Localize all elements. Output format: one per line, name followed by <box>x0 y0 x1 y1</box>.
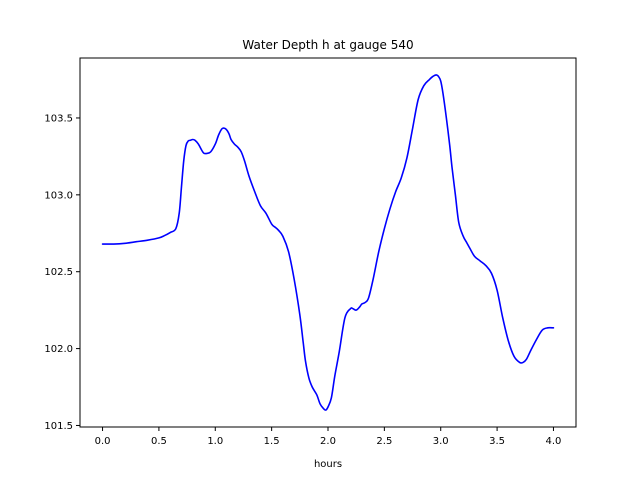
x-tick-label: 4.0 <box>546 436 562 447</box>
y-tick-label: 102.0 <box>44 344 73 355</box>
y-axis: 101.5 102.0 102.5 103.0 103.5 <box>44 113 80 432</box>
x-tick-label: 2.0 <box>320 436 336 447</box>
x-tick-label: 1.0 <box>207 436 223 447</box>
chart-title: Water Depth h at gauge 540 <box>242 38 413 52</box>
x-tick-label: 3.5 <box>489 436 505 447</box>
x-tick-label: 0.5 <box>151 436 167 447</box>
y-tick-label: 102.5 <box>44 267 73 278</box>
y-tick-label: 103.5 <box>44 113 73 124</box>
x-axis-title: hours <box>314 459 342 470</box>
x-tick-label: 0.0 <box>95 436 111 447</box>
x-tick-label: 2.5 <box>376 436 392 447</box>
x-axis: 0.0 0.5 1.0 1.5 2.0 2.5 3.0 3.5 4.0 <box>95 427 562 447</box>
y-tick-label: 101.5 <box>44 421 73 432</box>
x-tick-label: 3.0 <box>433 436 449 447</box>
y-tick-label: 103.0 <box>44 190 73 201</box>
x-tick-label: 1.5 <box>264 436 280 447</box>
series-line <box>101 74 555 411</box>
